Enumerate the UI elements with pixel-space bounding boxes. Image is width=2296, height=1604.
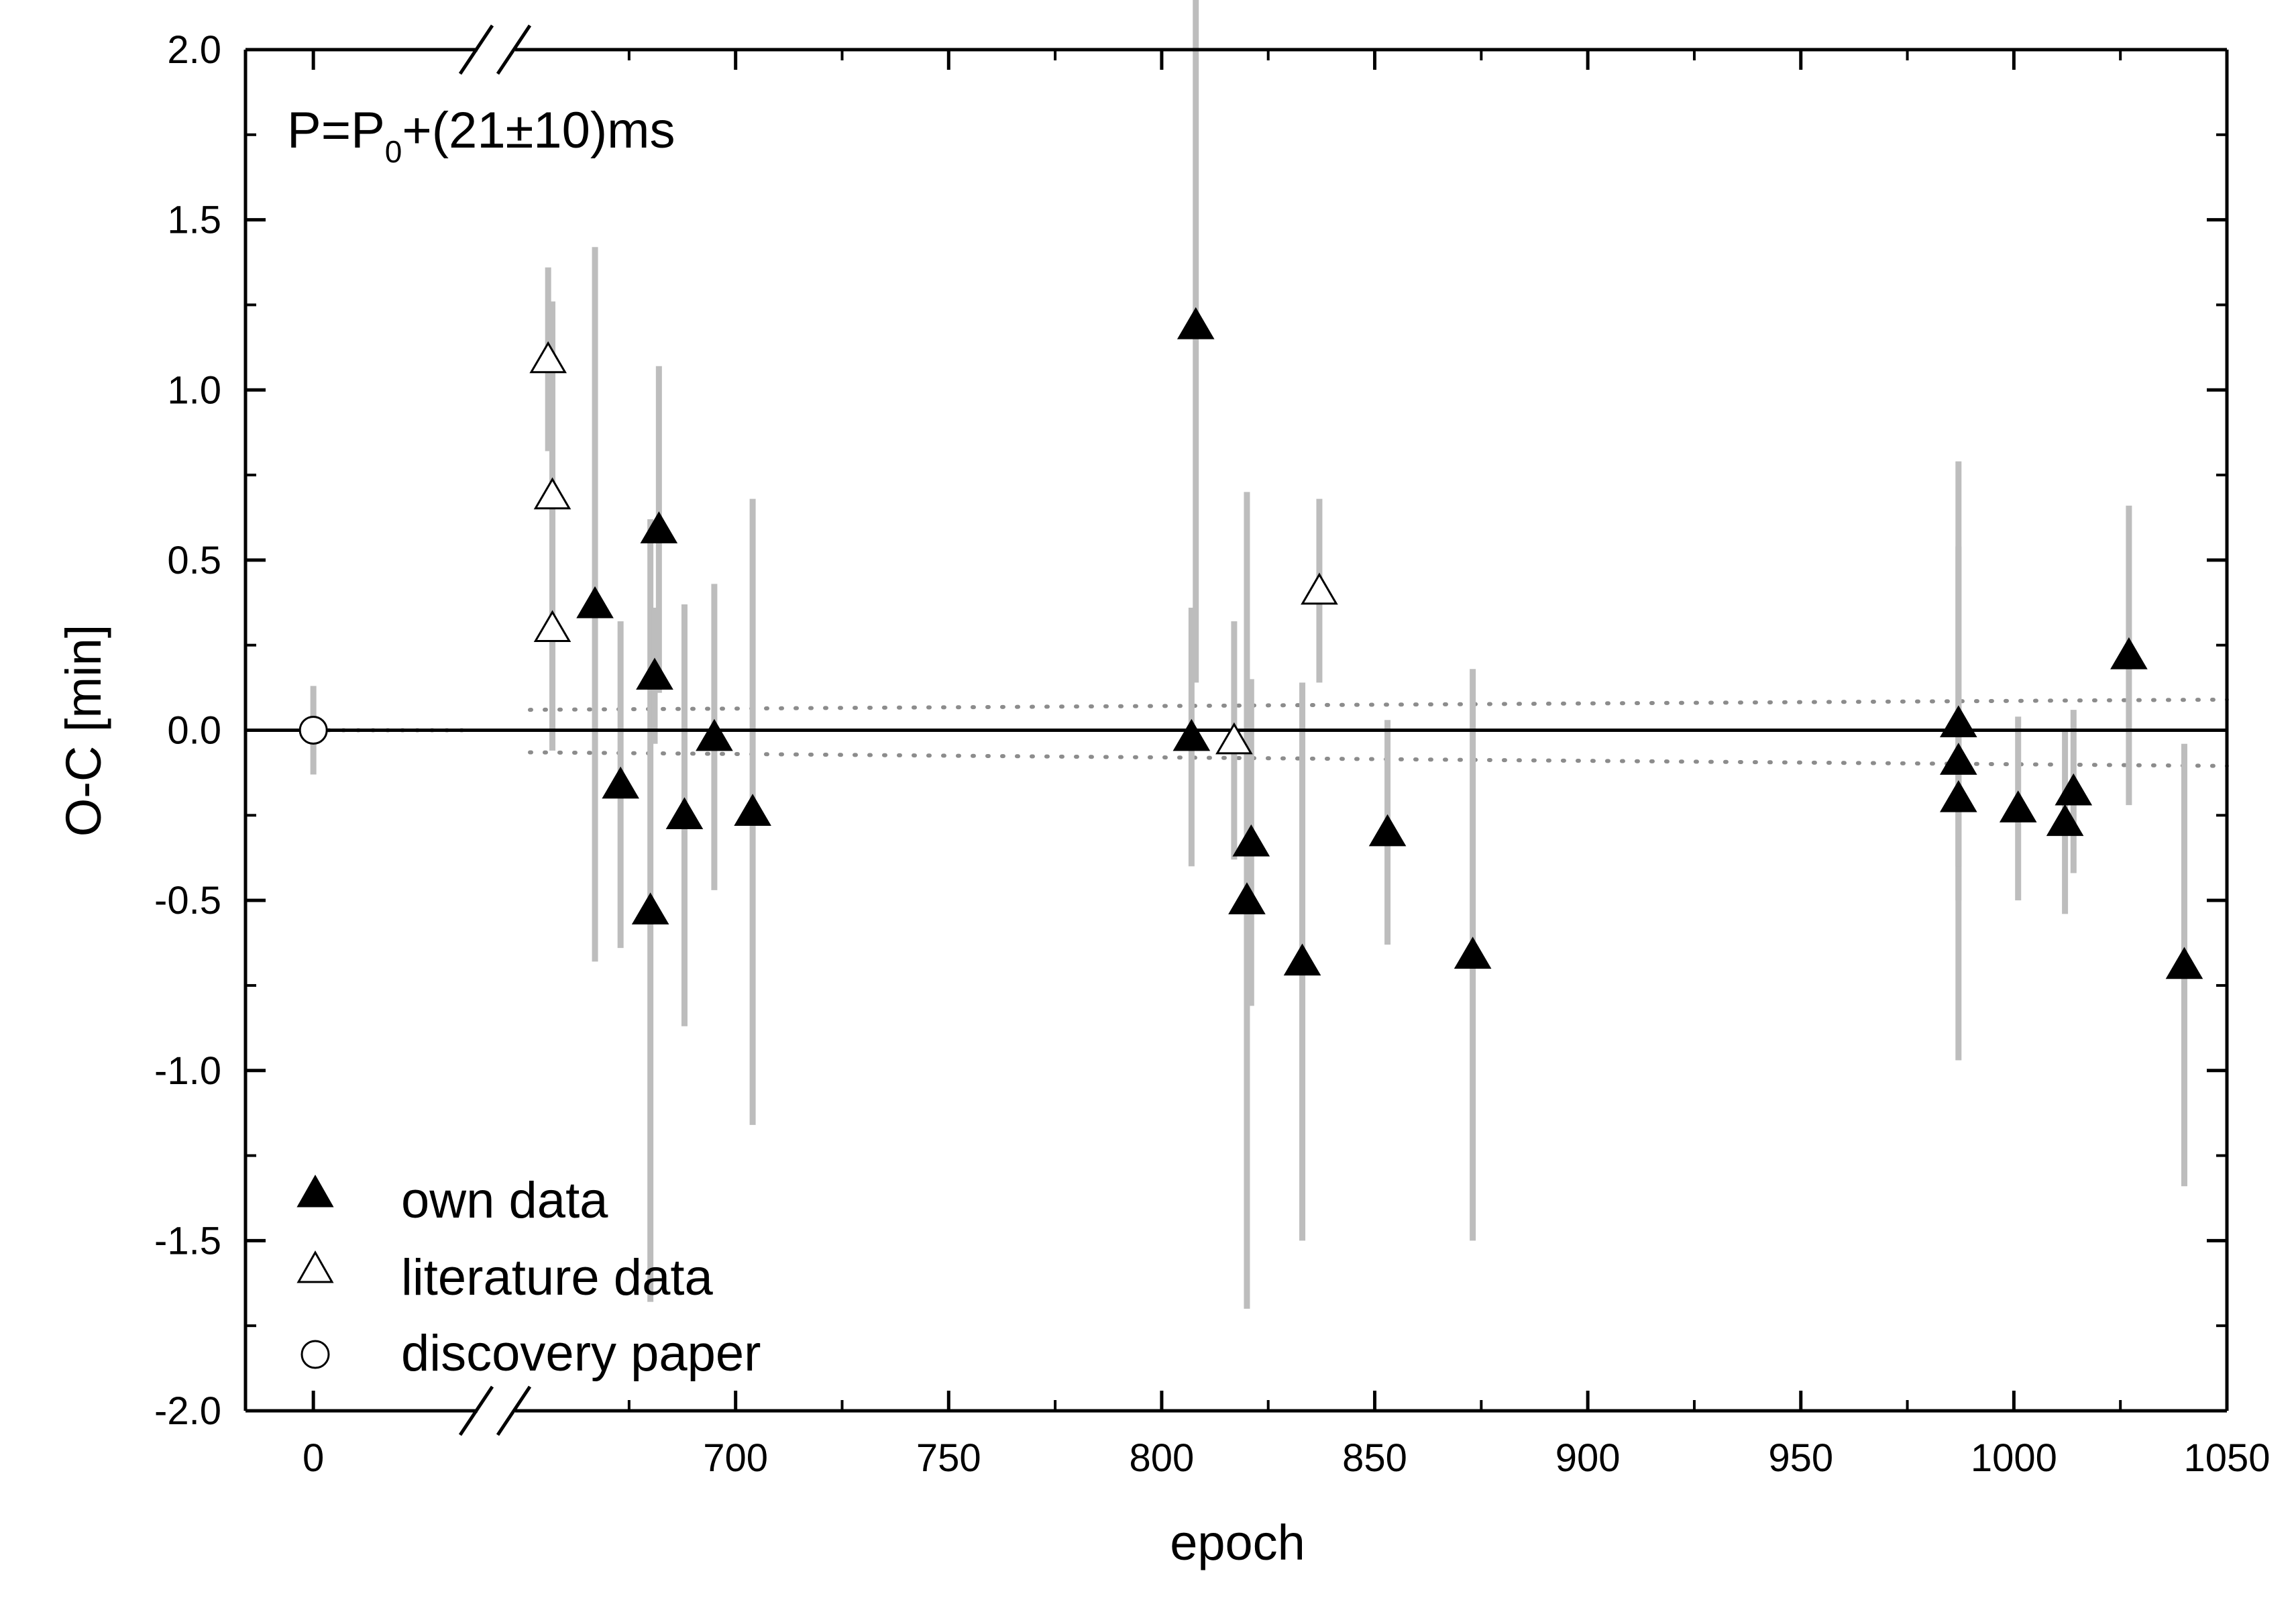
point-literature-3 bbox=[1215, 722, 1253, 755]
point-own-13 bbox=[1368, 814, 1407, 847]
point-literature-4 bbox=[1301, 572, 1338, 605]
point-own-14 bbox=[1454, 937, 1492, 969]
legend-marker-open-triangle bbox=[296, 1250, 334, 1283]
y-tick-label-8: -2.0 bbox=[154, 1389, 221, 1433]
legend-entry-own-data: own data bbox=[296, 1172, 608, 1229]
y-tick-label-4: 0.0 bbox=[167, 709, 221, 753]
point-own-2 bbox=[631, 892, 669, 925]
point-own-12 bbox=[1283, 943, 1321, 976]
x-tick-label-8: 1050 bbox=[2183, 1436, 2270, 1480]
point-own-7 bbox=[734, 794, 771, 826]
x-tick-label-0: 0 bbox=[303, 1436, 324, 1480]
point-own-17 bbox=[1939, 780, 1977, 812]
point-own-21 bbox=[2110, 637, 2148, 670]
x-tick-label-5: 900 bbox=[1555, 1436, 1621, 1480]
legend-label-discovery-paper: discovery paper bbox=[401, 1325, 761, 1382]
point-literature-1 bbox=[533, 477, 571, 510]
point-own-10 bbox=[1228, 882, 1266, 914]
annotation-rest: +(21±10)ms bbox=[402, 102, 675, 159]
legend-marker-filled-triangle bbox=[296, 1174, 334, 1208]
legend: own data literature data discovery paper bbox=[296, 1172, 761, 1382]
x-tick-label-1: 700 bbox=[703, 1436, 768, 1480]
point-own-3 bbox=[636, 657, 673, 690]
point-own-15 bbox=[1939, 705, 1977, 738]
point-own-20 bbox=[2055, 773, 2093, 806]
point-own-6 bbox=[696, 718, 733, 751]
point-own-19 bbox=[2046, 804, 2084, 837]
axis-break-mark-1-1 bbox=[496, 1385, 532, 1436]
point-own-5 bbox=[665, 797, 704, 830]
legend-label-own-data: own data bbox=[401, 1172, 608, 1229]
x-tick-label-2: 750 bbox=[916, 1436, 981, 1480]
legend-entry-discovery-paper: discovery paper bbox=[300, 1325, 761, 1382]
x-tick-label-7: 1000 bbox=[1971, 1436, 2057, 1480]
legend-label-literature-data: literature data bbox=[401, 1249, 713, 1306]
y-tick-label-1: 1.5 bbox=[167, 199, 221, 242]
point-discovery-0 bbox=[298, 716, 328, 745]
uncertainty-band bbox=[311, 697, 2229, 768]
point-own-11 bbox=[1232, 824, 1270, 857]
error-bars bbox=[310, 0, 2187, 1309]
y-tick-label-0: 2.0 bbox=[167, 28, 221, 72]
point-literature-0 bbox=[529, 341, 567, 374]
x-tick-label-4: 850 bbox=[1342, 1436, 1407, 1480]
annotation-main: P=P bbox=[287, 102, 385, 159]
annotation-subscript: 0 bbox=[385, 134, 402, 169]
point-own-0 bbox=[576, 586, 614, 619]
axis-break-mark-1-0 bbox=[458, 1385, 494, 1436]
axis-ticks: 2.0 1.5 1.0 0.5 0.0 -0.5 -1.0 -1.5 -2.0 0 700 750 80… bbox=[154, 28, 2270, 1480]
legend-entry-literature-data: literature data bbox=[296, 1249, 713, 1306]
y-tick-label-3: 0.5 bbox=[167, 539, 221, 582]
point-own-4 bbox=[640, 511, 678, 543]
band-lower bbox=[528, 750, 2229, 768]
band-upper bbox=[528, 697, 2229, 712]
point-own-18 bbox=[1999, 790, 2037, 822]
point-literature-2 bbox=[533, 610, 571, 643]
legend-marker-open-circle bbox=[300, 1340, 330, 1369]
point-own-16 bbox=[1939, 743, 1977, 775]
y-tick-label-5: -0.5 bbox=[154, 879, 221, 922]
y-tick-label-6: -1.0 bbox=[154, 1049, 221, 1093]
x-tick-label-3: 800 bbox=[1130, 1436, 1195, 1480]
y-axis-title: O-C [min] bbox=[56, 625, 111, 837]
axis-break-mark-0-0 bbox=[458, 24, 494, 75]
data-markers bbox=[298, 307, 2203, 979]
point-own-1 bbox=[602, 766, 639, 799]
period-annotation: P=P0+(21±10)ms bbox=[287, 102, 675, 169]
x-axis-title: epoch bbox=[1170, 1515, 1305, 1570]
y-tick-label-2: 1.0 bbox=[167, 368, 221, 412]
point-own-8 bbox=[1172, 718, 1211, 751]
point-own-22 bbox=[2165, 947, 2203, 979]
x-tick-label-6: 950 bbox=[1768, 1436, 1833, 1480]
y-tick-label-7: -1.5 bbox=[154, 1219, 221, 1263]
axis-break-mark-0-1 bbox=[496, 24, 532, 75]
point-own-9 bbox=[1177, 307, 1215, 339]
